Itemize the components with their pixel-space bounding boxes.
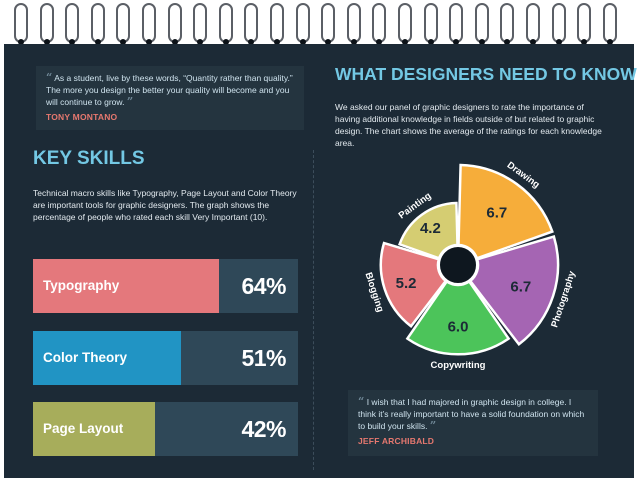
binding-ring — [423, 3, 438, 45]
binding-ring — [602, 3, 617, 45]
close-quote-icon: ” — [429, 419, 437, 432]
skill-bar-fill — [33, 402, 155, 456]
quote-text-bottom: “ I wish that I had majored in graphic d… — [358, 396, 588, 432]
skill-label: Page Layout — [43, 421, 124, 436]
skill-bar-fill — [33, 259, 219, 313]
binding-ring — [244, 3, 259, 45]
binding-ring — [90, 3, 105, 45]
binding-ring — [577, 3, 592, 45]
chart-center-hole — [438, 245, 478, 285]
binding-ring — [321, 3, 336, 45]
skill-bar-fill — [33, 331, 181, 385]
quote-text-top: “ As a student, live by these words, “Qu… — [46, 72, 294, 108]
binding-ring — [142, 3, 156, 45]
binding-ring — [14, 3, 28, 45]
skill-percent: 64% — [241, 273, 286, 299]
binding-ring — [39, 3, 54, 45]
key-skills-description: Technical macro skills like Typography, … — [33, 188, 297, 222]
skill-label: Color Theory — [43, 350, 128, 365]
binding-ring — [167, 3, 182, 45]
quote-author-bottom: JEFF ARCHIBALD — [358, 436, 435, 446]
skill-label: Typography — [43, 278, 120, 293]
quote-box-bottom: “ I wish that I had majored in graphic d… — [348, 390, 598, 456]
binding-ring — [65, 3, 80, 45]
binding-ring — [474, 3, 489, 45]
chart-value-label: 6.7 — [510, 278, 531, 295]
close-quote-icon: ” — [126, 95, 134, 108]
skill-bar-page-layout: Page Layout 42% — [33, 402, 298, 456]
designers-description: We asked our panel of graphic designers … — [335, 102, 602, 148]
binding-ring — [449, 3, 464, 45]
skill-bar-color-theory: Color Theory 51% — [33, 331, 298, 385]
key-skills-title: KEY SKILLS — [33, 148, 145, 169]
binding-ring — [372, 3, 387, 45]
binding-ring — [346, 3, 361, 45]
open-quote-icon: “ — [46, 71, 53, 84]
quote-body: As a student, live by these words, “Quan… — [46, 73, 293, 107]
spiral-binding — [0, 0, 638, 46]
skill-percent: 51% — [241, 345, 286, 371]
binding-ring — [218, 3, 233, 45]
chart-value-label: 5.2 — [396, 275, 417, 292]
skill-bar-typography: Typography 64% — [33, 259, 298, 313]
binding-ring — [526, 3, 540, 45]
quote-box-top: “ As a student, live by these words, “Qu… — [36, 66, 304, 130]
binding-ring — [116, 3, 131, 45]
binding-ring — [270, 3, 284, 45]
binding-ring — [398, 3, 412, 45]
binding-ring — [193, 3, 208, 45]
binding-ring — [551, 3, 566, 45]
chart-value-label: 6.7 — [486, 205, 507, 222]
column-divider — [313, 150, 314, 470]
designers-title: WHAT DESIGNERS NEED TO KNOW — [335, 64, 637, 84]
quote-author-top: TONY MONTANO — [46, 112, 118, 122]
chart-value-label: 6.0 — [448, 319, 469, 336]
quote-body: I wish that I had majored in graphic des… — [358, 397, 585, 431]
binding-ring — [295, 3, 310, 45]
skill-percent: 42% — [241, 416, 286, 442]
open-quote-icon: “ — [358, 395, 365, 408]
chart-category-label: Copywriting — [431, 360, 486, 371]
chart-value-label: 4.2 — [420, 220, 441, 237]
binding-ring — [500, 3, 515, 45]
